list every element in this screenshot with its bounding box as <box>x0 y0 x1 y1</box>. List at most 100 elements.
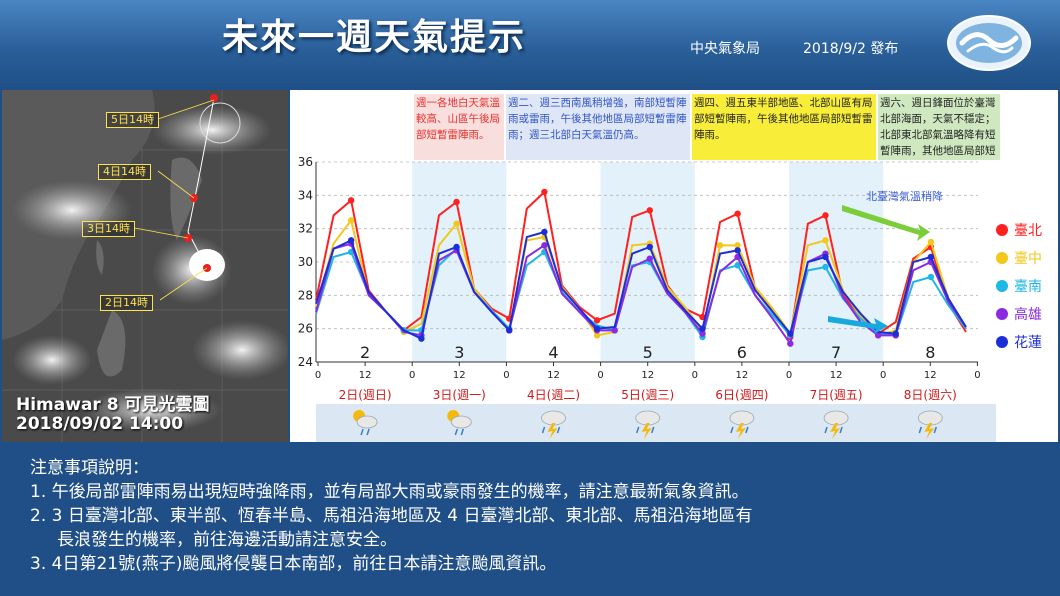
series-point <box>593 317 601 324</box>
x-tick-label: 12 <box>641 370 654 381</box>
series-point <box>874 332 882 339</box>
track-label-4: 4日14時 <box>98 164 151 180</box>
note-box-2 <box>506 94 690 160</box>
y-tick-label: 30 <box>298 255 313 269</box>
x-tick-label: 0 <box>974 370 980 381</box>
notes-section: 注意事項說明： 1. 午後局部雷陣雨易出現短時強降雨，並有局部大雨或豪雨發生的機… <box>30 456 1050 576</box>
day-label: 7日(週五) <box>810 388 863 402</box>
day-label: 4日(週二) <box>527 388 580 402</box>
x-tick-label: 12 <box>736 370 749 381</box>
note-text-3: 週四、週五東半部地區、北部山區有局部短暫陣雨，午後其他地區局部短暫雷陣雨。 <box>694 97 873 141</box>
series-point <box>347 197 355 204</box>
legend-label-2: 臺南 <box>1014 279 1042 295</box>
day-label: 2日(週日) <box>339 388 392 402</box>
annotation-arrow-blue <box>828 316 888 334</box>
series-point <box>892 330 899 337</box>
note-box-4 <box>878 94 1000 160</box>
x-tick-label: 0 <box>409 370 415 381</box>
legend-label-4: 花蓮 <box>1014 335 1042 351</box>
series-point <box>646 207 653 214</box>
series-point <box>418 335 425 342</box>
sunny-cloudy-rain-icon <box>353 410 378 436</box>
publish-date: 2018/9/2 發布 <box>803 41 899 57</box>
satellite-image: 5日14時 4日14時 3日14時 2日14時 Himawar 8 可見光雲圖 … <box>2 90 288 442</box>
day-number: 4 <box>548 343 558 362</box>
series-point <box>822 237 829 244</box>
cwb-logo <box>947 15 1031 71</box>
series-point <box>734 210 741 217</box>
series-point <box>453 198 460 206</box>
annotation-label: 北臺灣氣溫稍降 <box>866 189 943 203</box>
note-item-3: 3. 4日第21號(燕子)颱風將侵襲日本南部，前往日本請注意颱風資訊。 <box>30 554 557 574</box>
thunderstorm-icon <box>823 410 849 439</box>
sunny-cloudy-rain-icon <box>447 410 472 436</box>
track-label-3: 3日14時 <box>82 221 135 237</box>
series-point <box>822 253 829 261</box>
thunderstorm-icon <box>635 410 661 439</box>
satellite-cloud-map <box>2 90 288 442</box>
y-tick-label: 24 <box>298 355 313 369</box>
satellite-caption-time: 2018/09/02 14:00 <box>16 414 184 434</box>
day-number: 2 <box>360 343 370 362</box>
note-box-3 <box>692 94 876 160</box>
day-label: 3日(週一) <box>433 388 486 402</box>
series-point <box>646 255 653 262</box>
header-banner: 未來一週天氣提示 中央氣象局 2018/9/2 發布 <box>0 0 1060 90</box>
x-tick-label: 0 <box>786 370 792 381</box>
y-tick-label: 34 <box>298 188 313 202</box>
thunderstorm-icon <box>541 410 566 439</box>
legend-label-1: 臺中 <box>1014 251 1042 267</box>
series-point <box>646 243 653 251</box>
note-item-2-cont: 長浪發生的機率，前往海邊活動請注意安全。 <box>30 530 398 550</box>
x-tick-label: 0 <box>597 370 603 381</box>
x-tick-label: 12 <box>924 370 937 381</box>
note-item-2: 2. 3 日臺灣北部、東半部、恆春半島、馬祖沿海地區及 4 日臺灣北部、東北部、… <box>30 506 753 526</box>
series-point <box>347 217 355 224</box>
y-tick-label: 26 <box>298 322 313 336</box>
series-point <box>611 327 618 334</box>
y-tick-label: 32 <box>298 222 313 236</box>
series-point <box>734 262 741 269</box>
temperature-chart-panel: 週一各地白天氣溫較高、山區午後局部短暫雷陣雨。 週二、週三西南風稍增強，南部短暫陣… <box>290 90 1058 442</box>
x-tick-label: 12 <box>547 370 560 381</box>
x-tick-label: 0 <box>503 370 509 381</box>
series-point <box>506 327 513 334</box>
note-item-1: 1. 午後局部雷陣雨易出現短時強降雨，並有局部大雨或豪雨發生的機率，請注意最新氣… <box>30 482 749 502</box>
series-point <box>699 325 706 332</box>
series-line-4 <box>315 230 967 341</box>
day-number: 6 <box>737 343 747 362</box>
day-number: 8 <box>925 343 935 362</box>
page-title: 未來一週天氣提示 <box>222 17 527 58</box>
series-line-1 <box>315 218 967 337</box>
series-point <box>927 273 935 281</box>
series-point <box>734 242 741 249</box>
thunderstorm-icon <box>729 410 755 439</box>
agency-name: 中央氣象局 <box>690 41 760 57</box>
day-label: 6日(週四) <box>715 388 768 402</box>
day-label: 5日(週三) <box>621 388 674 402</box>
note-text-1: 週一各地白天氣溫較高、山區午後局部短暫雷陣雨。 <box>416 97 500 141</box>
y-tick-label: 36 <box>298 155 313 169</box>
legend-marker-0 <box>996 224 1008 236</box>
series-point <box>822 263 829 271</box>
series-point <box>822 212 829 219</box>
y-tick-label: 28 <box>298 288 313 302</box>
x-tick-label: 0 <box>315 370 321 381</box>
x-tick-label: 0 <box>880 370 886 381</box>
series-point <box>699 330 706 337</box>
x-tick-label: 0 <box>692 370 698 381</box>
temperature-chart: 週一各地白天氣溫較高、山區午後局部短暫雷陣雨。週二、週三西南風稍增強，南部短暫陣… <box>298 94 1042 442</box>
series-point <box>927 238 935 246</box>
series-point <box>541 228 548 236</box>
series-point <box>787 330 794 337</box>
note-text-2: 週二、週三西南風稍增強，南部短暫陣雨或雷雨，午後其他地區局部短暫雷陣雨；週三北部… <box>508 97 687 141</box>
legend-marker-2 <box>996 280 1008 292</box>
x-tick-label: 12 <box>359 370 372 381</box>
legend-marker-3 <box>996 308 1008 320</box>
legend-marker-1 <box>996 252 1008 264</box>
notes-heading: 注意事項說明： <box>30 458 149 478</box>
series-point <box>541 242 548 249</box>
note-text-4: 週六、週日鋒面位於臺灣北部海面，天氣不穩定；北部東北部氣溫略降有短暫陣雨，其他地… <box>880 97 996 157</box>
series-point <box>453 243 460 251</box>
legend-label-3: 高雄 <box>1014 306 1042 323</box>
